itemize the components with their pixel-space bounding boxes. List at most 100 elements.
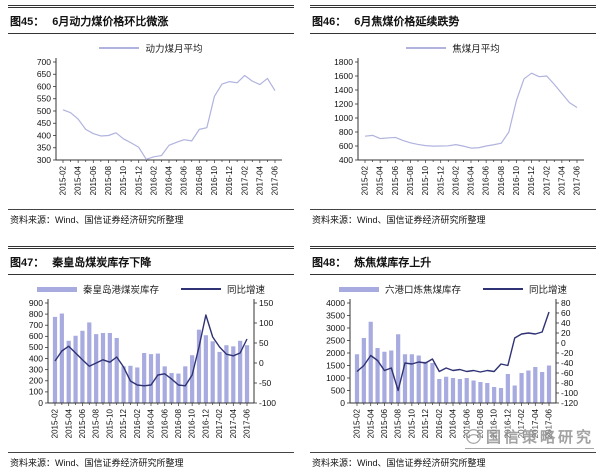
svg-text:400: 400 (29, 353, 43, 363)
svg-text:1800: 1800 (334, 57, 353, 67)
svg-text:2016-12: 2016-12 (225, 165, 234, 195)
svg-text:2016-10: 2016-10 (188, 408, 197, 438)
svg-text:2016-08: 2016-08 (174, 408, 183, 438)
svg-text:2015-12: 2015-12 (119, 408, 128, 438)
svg-text:0: 0 (340, 398, 345, 408)
svg-text:-50: -50 (259, 378, 272, 388)
svg-text:2015-02: 2015-02 (353, 408, 362, 438)
svg-text:-40: -40 (561, 358, 574, 368)
watermark-logo-icon (466, 429, 481, 444)
svg-text:500: 500 (331, 385, 345, 395)
svg-text:300: 300 (29, 364, 43, 374)
legend-label: 六港口炼焦煤库存 (384, 285, 461, 296)
watermark-text: 国信策略研究 (485, 429, 594, 446)
svg-text:2015-12: 2015-12 (436, 165, 445, 195)
svg-text:2016-12: 2016-12 (201, 408, 210, 438)
svg-text:600: 600 (37, 81, 51, 91)
figure-47-chart-area: 0 100 200 300 400 500 600 700 800 900 -100 -50 0 50 10… (8, 297, 294, 452)
legend-item: 同比增速 (181, 282, 265, 296)
svg-text:2015-04: 2015-04 (366, 408, 375, 438)
figure-45-chart-area: 300 350 400 450 500 550 600 650 700 2015-02 2015-0… (8, 56, 294, 209)
svg-text:2016-10: 2016-10 (490, 408, 499, 438)
svg-text:2000: 2000 (326, 348, 345, 358)
figure-46-source: 资料来源：Wind、国信证券经济研究所整理 (310, 209, 596, 228)
svg-text:-60: -60 (561, 368, 574, 378)
figure-45-title-text: 6月动力煤价格环比微涨 (52, 16, 169, 28)
svg-text:2015-08: 2015-08 (394, 408, 403, 438)
svg-text:2015-02: 2015-02 (51, 408, 60, 438)
svg-text:700: 700 (37, 57, 51, 67)
svg-text:0: 0 (38, 398, 43, 408)
svg-text:450: 450 (37, 118, 51, 128)
figure-47-label: 图47： (10, 257, 45, 269)
svg-text:2016-04: 2016-04 (147, 408, 156, 438)
svg-text:2016-04: 2016-04 (449, 408, 458, 438)
svg-text:2016-08: 2016-08 (476, 408, 485, 438)
svg-text:1400: 1400 (334, 85, 353, 95)
svg-text:2015-12: 2015-12 (421, 408, 430, 438)
svg-text:2015-10: 2015-10 (105, 408, 114, 438)
svg-text:2016-12: 2016-12 (527, 165, 536, 195)
bar-series-swatch-icon (338, 286, 379, 292)
svg-text:600: 600 (339, 141, 353, 151)
svg-text:2016-02: 2016-02 (149, 165, 158, 195)
svg-text:2015-04: 2015-04 (376, 165, 385, 195)
svg-text:600: 600 (29, 331, 43, 341)
svg-text:100: 100 (29, 387, 43, 397)
figure-45-legend: 动力煤月平均 (8, 41, 294, 55)
svg-text:1500: 1500 (326, 360, 345, 370)
svg-text:2017-02: 2017-02 (542, 165, 551, 195)
svg-text:50: 50 (259, 338, 269, 348)
figure-46-chart-area: 400 600 800 1000 1200 1400 1600 1800 2015-02 2015… (310, 56, 596, 209)
svg-text:2016-04: 2016-04 (467, 165, 476, 195)
figure-46-legend: 焦煤月平均 (310, 41, 596, 55)
svg-text:2500: 2500 (326, 335, 345, 345)
legend-item: 同比增速 (483, 282, 567, 296)
svg-text:1600: 1600 (334, 71, 353, 81)
svg-text:20: 20 (561, 328, 571, 338)
svg-text:2017-06: 2017-06 (545, 408, 554, 438)
figure-45-chart: 300 350 400 450 500 550 600 650 700 2015-02 2015-0… (37, 57, 282, 195)
svg-text:2016-06: 2016-06 (462, 408, 471, 438)
svg-text:-120: -120 (561, 398, 578, 408)
svg-text:2015-08: 2015-08 (406, 165, 415, 195)
legend-item: 动力煤月平均 (99, 41, 203, 55)
svg-text:2016-10: 2016-10 (512, 165, 521, 195)
figure-45-panel: 图45： 6月动力煤价格环比微涨 动力煤月平均 300 350 400 450 500 5… (8, 5, 294, 228)
svg-text:2015-10: 2015-10 (407, 408, 416, 438)
svg-text:0: 0 (561, 338, 566, 348)
svg-text:2016-08: 2016-08 (497, 165, 506, 195)
svg-text:2015-08: 2015-08 (92, 408, 101, 438)
figure-46-panel: 图46： 6月焦煤价格延续跌势 焦煤月平均 400 600 800 1000 1200 1… (310, 5, 596, 228)
bar-series-swatch-icon (36, 286, 77, 292)
figure-48-panel: 图48： 炼焦煤库存上升 六港口炼焦煤库存 同比增速 0 500 1000 1500 2… (310, 246, 596, 471)
legend-item: 六港口炼焦煤库存 (338, 282, 461, 296)
figure-45-title: 图45： 6月动力煤价格环比微涨 (8, 5, 294, 34)
svg-text:350: 350 (37, 143, 51, 153)
svg-text:2015-04: 2015-04 (64, 408, 73, 438)
svg-text:-20: -20 (561, 348, 574, 358)
svg-text:2017-04: 2017-04 (229, 408, 238, 438)
figure-48-chart: 0 500 1000 1500 2000 2500 3000 3500 4000 -120-100… (326, 298, 578, 439)
svg-text:500: 500 (29, 342, 43, 352)
figure-45-source: 资料来源：Wind、国信证券经济研究所整理 (8, 209, 294, 228)
svg-text:4000: 4000 (326, 298, 345, 308)
svg-text:800: 800 (339, 127, 353, 137)
svg-text:2015-12: 2015-12 (134, 165, 143, 195)
svg-text:80: 80 (561, 298, 571, 308)
svg-text:550: 550 (37, 94, 51, 104)
line-series-swatch-icon (483, 288, 523, 290)
svg-text:2016-06: 2016-06 (160, 408, 169, 438)
svg-text:0: 0 (259, 358, 264, 368)
svg-text:2017-06: 2017-06 (271, 165, 280, 195)
svg-text:2015-06: 2015-06 (89, 165, 98, 195)
figure-46-title-text: 6月焦煤价格延续跌势 (354, 16, 460, 28)
svg-text:40: 40 (561, 318, 571, 328)
svg-text:2016-10: 2016-10 (210, 165, 219, 195)
svg-text:2017-06: 2017-06 (243, 408, 252, 438)
svg-text:2016-02: 2016-02 (451, 165, 460, 195)
svg-text:2017-02: 2017-02 (215, 408, 224, 438)
svg-text:650: 650 (37, 69, 51, 79)
svg-text:150: 150 (259, 298, 273, 308)
